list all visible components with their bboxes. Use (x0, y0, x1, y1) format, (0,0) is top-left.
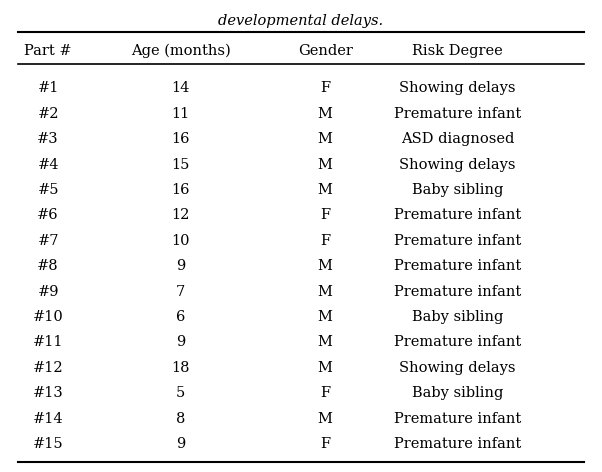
Text: Premature infant: Premature infant (394, 259, 521, 273)
Text: 6: 6 (176, 310, 185, 324)
Text: F: F (320, 387, 330, 400)
Text: 5: 5 (176, 387, 185, 400)
Text: F: F (320, 234, 330, 248)
Text: M: M (318, 158, 332, 171)
Text: #14: #14 (33, 412, 63, 426)
Text: ASD diagnosed: ASD diagnosed (401, 132, 514, 146)
Text: Gender: Gender (297, 43, 353, 58)
Text: #13: #13 (33, 387, 64, 400)
Text: 18: 18 (172, 361, 190, 375)
Text: 11: 11 (172, 107, 190, 121)
Text: 15: 15 (172, 158, 190, 171)
Text: F: F (320, 81, 330, 95)
Text: Age (months): Age (months) (131, 43, 231, 58)
Text: M: M (318, 285, 332, 299)
Text: 16: 16 (172, 132, 190, 146)
Text: Baby sibling: Baby sibling (412, 310, 503, 324)
Text: 14: 14 (172, 81, 190, 95)
Text: Premature infant: Premature infant (394, 336, 521, 349)
Text: Showing delays: Showing delays (399, 361, 516, 375)
Text: #5: #5 (37, 183, 59, 197)
Text: #15: #15 (33, 437, 63, 451)
Text: #11: #11 (33, 336, 63, 349)
Text: Part #: Part # (24, 43, 72, 58)
Text: #10: #10 (33, 310, 64, 324)
Text: Showing delays: Showing delays (399, 81, 516, 95)
Text: M: M (318, 259, 332, 273)
Text: Baby sibling: Baby sibling (412, 183, 503, 197)
Text: Showing delays: Showing delays (399, 158, 516, 171)
Text: Premature infant: Premature infant (394, 437, 521, 451)
Text: #2: #2 (37, 107, 59, 121)
Text: Risk Degree: Risk Degree (412, 43, 503, 58)
Text: M: M (318, 310, 332, 324)
Text: 8: 8 (176, 412, 185, 426)
Text: M: M (318, 412, 332, 426)
Text: F: F (320, 208, 330, 222)
Text: 12: 12 (172, 208, 190, 222)
Text: Premature infant: Premature infant (394, 412, 521, 426)
Text: F: F (320, 437, 330, 451)
Text: 7: 7 (176, 285, 185, 299)
Text: Premature infant: Premature infant (394, 107, 521, 121)
Text: #12: #12 (33, 361, 63, 375)
Text: #3: #3 (37, 132, 59, 146)
Text: Premature infant: Premature infant (394, 208, 521, 222)
Text: developmental delays.: developmental delays. (219, 14, 383, 28)
Text: #6: #6 (37, 208, 59, 222)
Text: 9: 9 (176, 336, 185, 349)
Text: Baby sibling: Baby sibling (412, 387, 503, 400)
Text: #1: #1 (37, 81, 59, 95)
Text: 9: 9 (176, 259, 185, 273)
Text: Premature infant: Premature infant (394, 234, 521, 248)
Text: Premature infant: Premature infant (394, 285, 521, 299)
Text: M: M (318, 107, 332, 121)
Text: 16: 16 (172, 183, 190, 197)
Text: #9: #9 (37, 285, 59, 299)
Text: 10: 10 (172, 234, 190, 248)
Text: M: M (318, 183, 332, 197)
Text: #7: #7 (37, 234, 59, 248)
Text: M: M (318, 361, 332, 375)
Text: M: M (318, 336, 332, 349)
Text: 9: 9 (176, 437, 185, 451)
Text: #8: #8 (37, 259, 59, 273)
Text: #4: #4 (37, 158, 59, 171)
Text: M: M (318, 132, 332, 146)
